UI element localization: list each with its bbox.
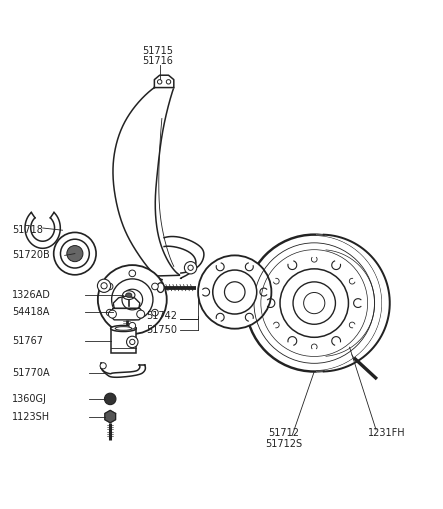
Circle shape [130,340,135,345]
Bar [111,328,136,353]
Polygon shape [105,410,116,423]
Text: 51716: 51716 [142,56,173,66]
Circle shape [105,393,116,405]
Text: 1231FH: 1231FH [368,429,406,438]
Circle shape [106,283,113,290]
Text: 51750: 51750 [146,325,177,334]
Ellipse shape [123,291,135,299]
Circle shape [127,336,138,348]
Text: 51767: 51767 [12,335,43,346]
Circle shape [137,310,145,318]
Circle shape [225,282,245,302]
Circle shape [188,265,193,270]
Text: 1123SH: 1123SH [12,412,50,421]
Text: 51770A: 51770A [12,368,49,378]
Text: 51718: 51718 [12,225,43,235]
Circle shape [303,293,325,314]
Polygon shape [154,75,174,88]
Circle shape [54,233,96,275]
Polygon shape [317,235,390,372]
Text: 51742: 51742 [146,312,177,321]
Polygon shape [164,237,204,278]
Text: 51720B: 51720B [12,250,50,261]
Circle shape [106,309,113,316]
Circle shape [280,269,349,337]
Circle shape [97,279,111,292]
Text: 54418A: 54418A [12,307,49,317]
Circle shape [152,309,158,316]
Circle shape [101,282,107,289]
Polygon shape [25,212,60,248]
Ellipse shape [157,283,164,293]
Circle shape [184,262,197,274]
Circle shape [166,79,171,84]
Circle shape [98,265,167,334]
Circle shape [112,279,153,320]
Circle shape [129,322,136,329]
Circle shape [198,256,272,329]
Polygon shape [113,296,140,308]
Circle shape [293,282,335,324]
Polygon shape [101,363,145,377]
Circle shape [61,239,89,268]
Circle shape [213,270,257,314]
Polygon shape [113,88,181,279]
Circle shape [100,363,106,369]
Polygon shape [111,308,143,320]
Circle shape [246,235,383,372]
Ellipse shape [111,325,136,331]
Ellipse shape [126,293,132,297]
Circle shape [129,270,136,277]
Text: 51712S: 51712S [265,439,302,449]
Text: 51715: 51715 [142,46,173,56]
Circle shape [152,283,158,290]
Circle shape [109,310,117,318]
Circle shape [67,245,83,262]
Text: 1360GJ: 1360GJ [12,394,47,404]
Text: 51712: 51712 [268,429,299,438]
Ellipse shape [115,327,132,330]
Text: 1326AD: 1326AD [12,290,51,300]
Circle shape [122,289,143,310]
Circle shape [157,79,162,84]
